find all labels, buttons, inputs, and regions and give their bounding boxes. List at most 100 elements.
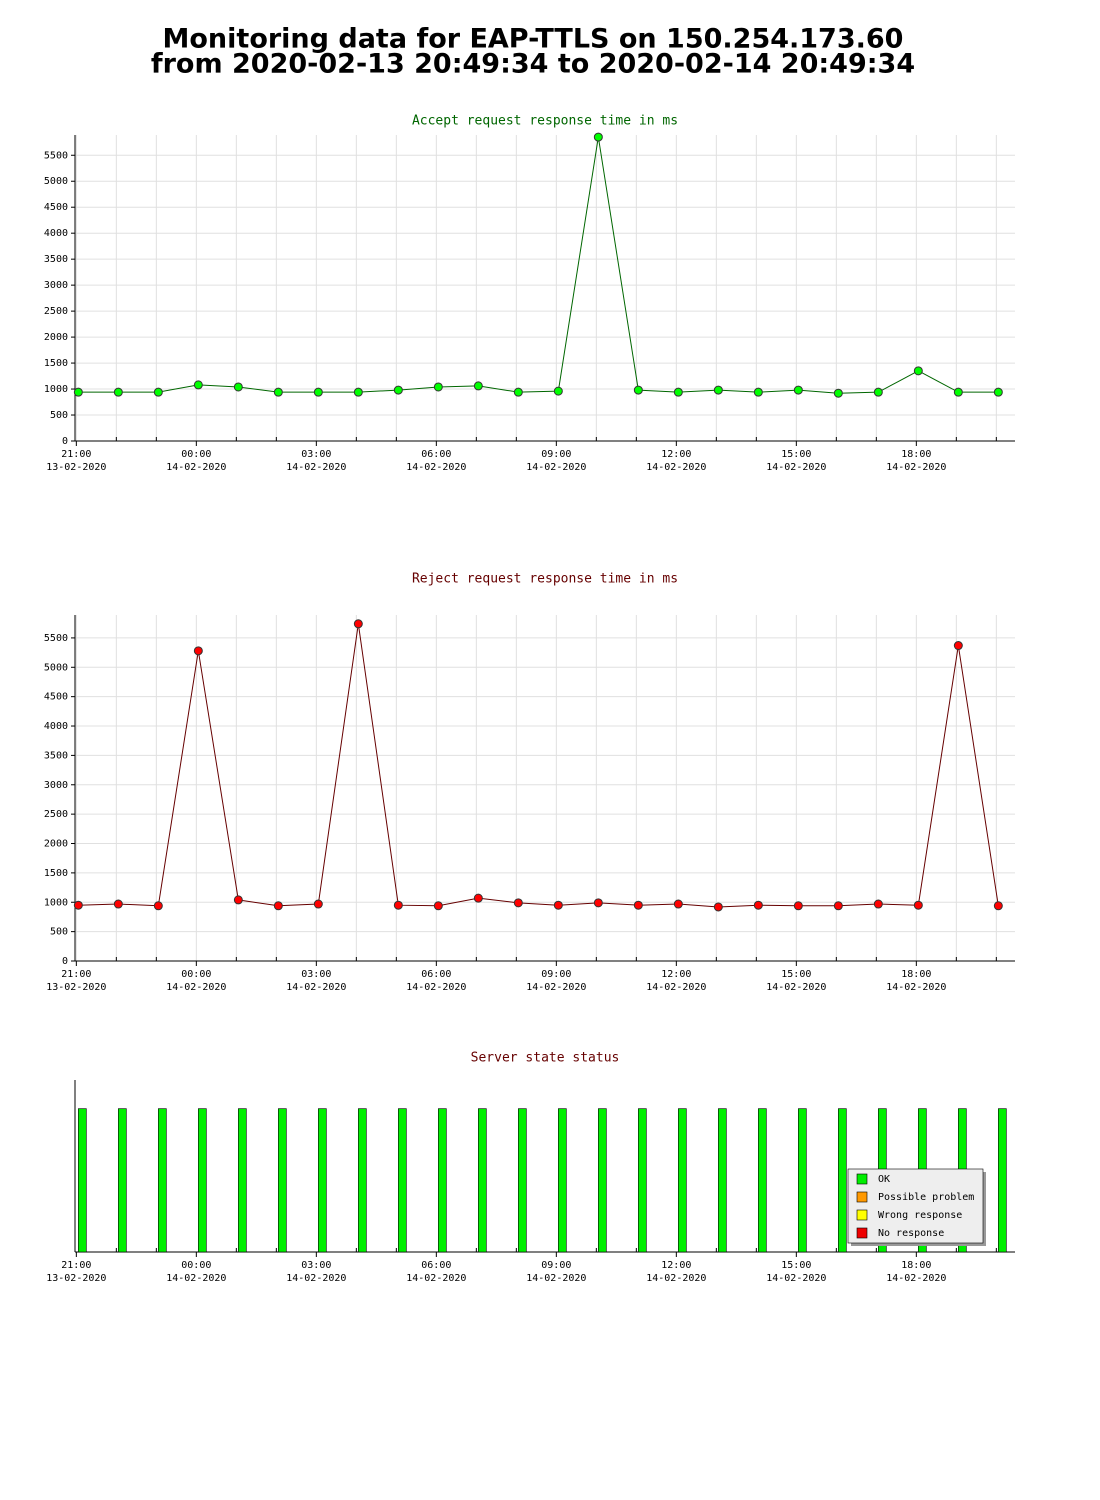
y-tick-label: 5500 xyxy=(44,633,68,644)
y-tick-label: 2500 xyxy=(44,809,68,820)
x-tick-label: 18:00 xyxy=(901,1260,931,1271)
legend-swatch xyxy=(856,1191,868,1203)
x-tick-label: 14-02-2020 xyxy=(166,982,226,993)
y-tick-label: 2000 xyxy=(44,332,68,343)
y-tick-label: 4500 xyxy=(44,692,68,703)
x-tick-label: 14-02-2020 xyxy=(646,982,706,993)
page-subtitle: from 2020-02-13 20:49:34 to 2020-02-14 2… xyxy=(151,49,915,80)
point xyxy=(433,382,443,392)
point xyxy=(913,900,923,910)
x-tick-label: 14-02-2020 xyxy=(286,982,346,993)
x-tick-label: 09:00 xyxy=(541,449,571,460)
point xyxy=(73,900,83,910)
point xyxy=(553,386,563,396)
point xyxy=(473,893,483,903)
point xyxy=(313,387,323,397)
x-tick-label: 14-02-2020 xyxy=(166,1273,226,1284)
bar xyxy=(198,1108,207,1253)
legend-swatch xyxy=(856,1209,868,1221)
bar xyxy=(238,1108,247,1253)
x-tick-label: 13-02-2020 xyxy=(46,1273,106,1284)
x-tick-label: 06:00 xyxy=(421,969,451,980)
y-tick-label: 3000 xyxy=(44,280,68,291)
x-tick-label: 14-02-2020 xyxy=(286,1273,346,1284)
y-tick-label: 1500 xyxy=(44,358,68,369)
point xyxy=(193,646,203,656)
series-line xyxy=(78,137,999,394)
point xyxy=(673,387,683,397)
bar xyxy=(158,1108,167,1253)
y-tick-label: 0 xyxy=(62,436,68,447)
x-tick-label: 13-02-2020 xyxy=(46,982,106,993)
point xyxy=(873,387,883,397)
point xyxy=(113,899,123,909)
point xyxy=(873,899,883,909)
x-tick-label: 14-02-2020 xyxy=(886,982,946,993)
x-tick-label: 21:00 xyxy=(61,1260,91,1271)
point xyxy=(833,901,843,911)
point xyxy=(593,132,603,142)
x-tick-label: 14-02-2020 xyxy=(886,1273,946,1284)
x-tick-label: 15:00 xyxy=(781,1260,811,1271)
point xyxy=(753,387,763,397)
point xyxy=(393,385,403,395)
chart-title: Server state status xyxy=(471,1051,620,1066)
point xyxy=(713,385,723,395)
bar xyxy=(758,1108,767,1253)
x-tick-label: 09:00 xyxy=(541,969,571,980)
point xyxy=(353,619,363,629)
point xyxy=(993,387,1003,397)
bar xyxy=(358,1108,367,1253)
point xyxy=(273,901,283,911)
bar xyxy=(798,1108,807,1253)
x-tick-label: 18:00 xyxy=(901,969,931,980)
x-tick-label: 13-02-2020 xyxy=(46,462,106,473)
bar xyxy=(638,1108,647,1253)
legend-label: Wrong response xyxy=(878,1210,962,1221)
bar xyxy=(78,1108,87,1253)
legend-label: No response xyxy=(878,1228,944,1239)
x-tick-label: 14-02-2020 xyxy=(526,1273,586,1284)
bar xyxy=(598,1108,607,1253)
bar xyxy=(398,1108,407,1253)
bar xyxy=(998,1108,1007,1253)
x-tick-label: 03:00 xyxy=(301,449,331,460)
legend xyxy=(847,1168,984,1244)
x-tick-label: 14-02-2020 xyxy=(646,1273,706,1284)
point xyxy=(753,900,763,910)
bar xyxy=(518,1108,527,1253)
y-tick-label: 4000 xyxy=(44,721,68,732)
point xyxy=(273,387,283,397)
point xyxy=(633,900,643,910)
point xyxy=(353,387,363,397)
x-tick-label: 03:00 xyxy=(301,1260,331,1271)
legend-swatch xyxy=(856,1173,868,1185)
x-tick-label: 14-02-2020 xyxy=(406,462,466,473)
y-tick-label: 1000 xyxy=(44,897,68,908)
y-tick-label: 2000 xyxy=(44,839,68,850)
point xyxy=(313,899,323,909)
series-line xyxy=(78,623,999,908)
x-tick-label: 14-02-2020 xyxy=(526,462,586,473)
point xyxy=(473,381,483,391)
bar xyxy=(678,1108,687,1253)
chart-title: Accept request response time in ms xyxy=(412,114,678,129)
point xyxy=(153,387,163,397)
x-tick-label: 00:00 xyxy=(181,449,211,460)
x-tick-label: 21:00 xyxy=(61,449,91,460)
point xyxy=(513,898,523,908)
legend-swatch xyxy=(856,1227,868,1239)
legend-label: OK xyxy=(878,1174,890,1185)
x-tick-label: 14-02-2020 xyxy=(406,1273,466,1284)
point xyxy=(433,901,443,911)
x-tick-label: 12:00 xyxy=(661,449,691,460)
x-tick-label: 15:00 xyxy=(781,449,811,460)
y-tick-label: 5000 xyxy=(44,176,68,187)
x-tick-label: 12:00 xyxy=(661,1260,691,1271)
x-tick-label: 15:00 xyxy=(781,969,811,980)
x-tick-label: 12:00 xyxy=(661,969,691,980)
point xyxy=(233,382,243,392)
point xyxy=(953,641,963,651)
point xyxy=(593,898,603,908)
point xyxy=(113,387,123,397)
